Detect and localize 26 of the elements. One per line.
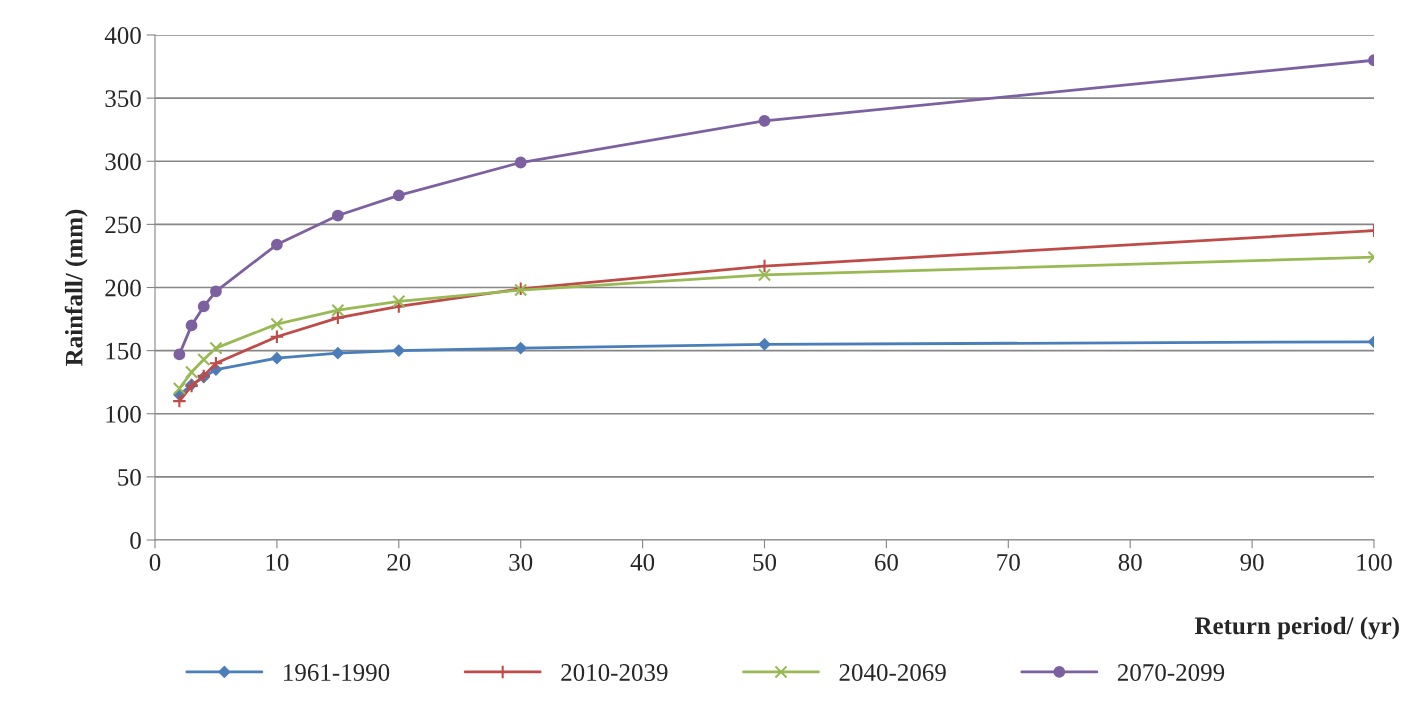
x-tick-label: 0 <box>149 553 161 571</box>
x-tick-label: 80 <box>1118 553 1142 571</box>
y-tick-label: 0 <box>130 532 141 549</box>
y-axis-title: Rainfall/ (mm) <box>64 209 88 366</box>
legend-label: 2010-2039 <box>561 664 668 681</box>
y-tick-label: 400 <box>104 27 141 44</box>
y-tick-label: 200 <box>105 279 141 297</box>
x-tick-label: 20 <box>387 553 411 571</box>
legend-label: 1961-1990 <box>284 664 390 681</box>
y-tick-label: 250 <box>105 216 141 234</box>
y-tick-label: 150 <box>106 342 141 360</box>
x-tick-label: 100 <box>1357 553 1392 571</box>
y-tick-label: 350 <box>105 90 141 108</box>
x-tick-label: 10 <box>266 553 289 571</box>
x-tick-label: 90 <box>1240 553 1264 571</box>
x-axis-title: Return period/ (yr) <box>1194 616 1399 640</box>
y-tick-label: 300 <box>105 153 141 171</box>
x-tick-label: 30 <box>509 553 533 571</box>
y-tick-label: 50 <box>118 468 141 486</box>
x-tick-label: 60 <box>874 553 898 571</box>
x-tick-label: 40 <box>630 553 655 571</box>
legend-label: 2040-2069 <box>839 664 946 681</box>
legend-label: 2070-2099 <box>1117 664 1225 681</box>
x-tick-label: 50 <box>753 553 777 571</box>
x-tick-label: 70 <box>997 553 1020 571</box>
y-tick-label: 100 <box>106 405 141 423</box>
